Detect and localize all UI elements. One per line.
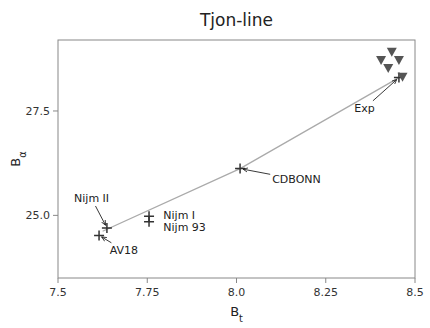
y-axis-label: Bα xyxy=(8,151,28,166)
annotation: Nijm I xyxy=(163,209,195,222)
annotation-arrow xyxy=(373,80,397,101)
triangle-point xyxy=(394,56,404,65)
chart: Tjon-line 7.5 7.75 8.0 8.25 8.5 25.0 27.5 Bt Bα Ni… xyxy=(0,0,430,328)
plot-area xyxy=(94,48,407,241)
x-tick xyxy=(147,278,148,283)
x-tick-label: 7.5 xyxy=(49,286,67,299)
annotation: Nijm 93 xyxy=(163,221,206,234)
annotation: Exp xyxy=(354,102,374,115)
x-tick xyxy=(58,278,59,283)
plus-point xyxy=(144,217,154,227)
y-tick-label: 27.5 xyxy=(26,105,51,118)
x-tick xyxy=(236,278,237,283)
x-tick-label: 8.0 xyxy=(228,286,246,299)
title: Tjon-line xyxy=(199,10,273,30)
x-tick xyxy=(415,278,416,283)
plus-point xyxy=(235,164,245,174)
plus-point xyxy=(102,223,112,233)
annotation-arrow xyxy=(243,169,270,174)
triangle-point xyxy=(398,73,408,82)
y-tick-label: 25.0 xyxy=(26,209,51,222)
annotation: CDBONN xyxy=(272,173,321,186)
x-tick-label: 7.75 xyxy=(135,286,160,299)
annotation: Nijm II xyxy=(74,192,109,205)
plus-point xyxy=(94,230,104,240)
annotation-arrow xyxy=(102,237,112,243)
y-tick xyxy=(53,110,58,111)
annotation: AV18 xyxy=(110,244,138,257)
triangle-point xyxy=(387,48,397,57)
y-tick xyxy=(53,215,58,216)
x-tick-label: 8.5 xyxy=(406,286,424,299)
plot-frame xyxy=(58,40,415,278)
x-tick xyxy=(325,278,326,283)
x-axis-label: Bt xyxy=(230,304,243,324)
triangle-point xyxy=(376,56,386,65)
x-tick-label: 8.25 xyxy=(314,286,339,299)
triangle-point xyxy=(383,64,393,73)
annotation-arrow xyxy=(95,206,105,225)
line xyxy=(103,78,399,232)
